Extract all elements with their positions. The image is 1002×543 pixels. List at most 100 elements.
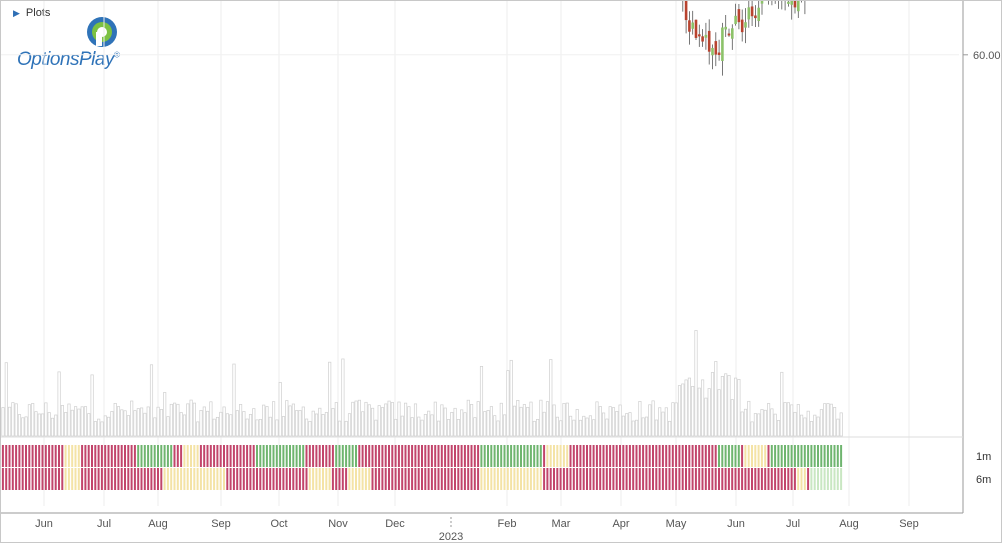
momentum-bar — [28, 445, 31, 467]
volume-bar — [423, 414, 427, 437]
momentum-bar — [364, 445, 367, 467]
momentum-bar — [81, 468, 84, 490]
volume-bar — [209, 401, 213, 437]
momentum-bar — [289, 445, 291, 467]
volume-bar — [93, 421, 97, 437]
momentum-bar — [764, 445, 767, 467]
momentum-bar — [457, 445, 460, 467]
momentum-bar — [592, 445, 595, 467]
momentum-strips — [1, 445, 843, 490]
volume-bar — [146, 406, 150, 437]
momentum-bar — [358, 445, 361, 467]
volume-bar — [258, 418, 262, 437]
momentum-bar — [107, 445, 110, 467]
momentum-bar — [58, 468, 60, 490]
momentum-bar — [516, 445, 519, 467]
volume-bar — [242, 411, 246, 437]
momentum-bar — [15, 468, 18, 490]
momentum-bar — [150, 468, 153, 490]
volume-bar — [473, 417, 477, 437]
volume-bar — [140, 407, 144, 437]
momentum-bar — [463, 468, 466, 490]
volume-bar — [400, 415, 404, 437]
momentum-bar — [493, 445, 496, 467]
x-tick-label: Sep — [211, 518, 231, 530]
volume-bar — [235, 410, 239, 437]
momentum-bar — [100, 468, 103, 490]
momentum-bar — [734, 468, 737, 490]
momentum-bar — [648, 468, 651, 490]
momentum-bar — [97, 468, 100, 490]
momentum-bar — [15, 445, 18, 467]
volume-bar — [87, 413, 91, 437]
volume-bar — [783, 402, 787, 437]
volume-bar — [90, 374, 94, 437]
momentum-bar — [549, 445, 552, 467]
volume-bar — [578, 419, 583, 437]
volume-bar — [77, 408, 81, 437]
candle-body — [704, 34, 708, 38]
momentum-bar — [282, 445, 285, 467]
volume-bar — [724, 373, 728, 437]
momentum-bar — [751, 445, 753, 467]
momentum-bar — [117, 445, 120, 467]
volume-bar — [592, 419, 596, 437]
momentum-bar — [325, 468, 328, 490]
momentum-bar — [54, 445, 57, 467]
volume-bar — [552, 404, 556, 437]
momentum-bar — [777, 445, 780, 467]
candle-body — [688, 20, 691, 32]
volume-bar — [526, 406, 530, 437]
momentum-bar — [180, 468, 183, 490]
momentum-bar — [520, 468, 522, 490]
momentum-bar — [632, 445, 635, 467]
volume-bar — [176, 403, 180, 437]
volume-bar — [430, 414, 434, 437]
momentum-bar — [536, 445, 539, 467]
momentum-bar — [219, 468, 222, 490]
momentum-bar — [817, 468, 819, 490]
x-tick-label: Jun — [727, 518, 745, 530]
x-tick-label: Jul — [97, 518, 111, 530]
volume-bar — [21, 417, 25, 437]
momentum-bar — [510, 468, 513, 490]
momentum-row-label: 6m — [976, 474, 991, 486]
volume-bar — [460, 409, 464, 437]
volume-bar — [229, 414, 233, 437]
volume-bar — [70, 409, 74, 437]
volume-bar — [278, 382, 282, 437]
momentum-bar — [397, 468, 400, 490]
volume-bar — [572, 419, 576, 437]
momentum-bar — [457, 468, 460, 490]
momentum-bar — [328, 445, 331, 467]
volume-bar — [311, 410, 315, 437]
momentum-bar — [361, 468, 364, 490]
momentum-bar — [711, 445, 714, 467]
momentum-bar — [638, 445, 641, 467]
momentum-bar — [833, 468, 836, 490]
momentum-bar — [661, 445, 664, 467]
momentum-bar — [292, 445, 295, 467]
volume-bar — [232, 363, 236, 437]
momentum-bar — [579, 468, 582, 490]
momentum-bar — [120, 445, 123, 467]
momentum-bar — [820, 468, 823, 490]
momentum-bar — [11, 468, 14, 490]
momentum-bar — [774, 445, 777, 467]
volume-bar — [677, 385, 682, 437]
momentum-bar — [355, 445, 357, 467]
momentum-bar — [28, 468, 31, 490]
x-tick-label: Oct — [270, 518, 287, 530]
momentum-bar — [454, 468, 456, 490]
volume-bar — [97, 418, 101, 437]
momentum-bar — [127, 445, 130, 467]
momentum-bar — [91, 445, 93, 467]
volume-bar — [314, 413, 319, 437]
volume-bar — [618, 404, 622, 437]
momentum-bar — [331, 445, 334, 467]
momentum-bar — [249, 445, 252, 467]
momentum-bar — [569, 445, 572, 467]
momentum-bar — [388, 445, 390, 467]
momentum-bar — [289, 468, 291, 490]
